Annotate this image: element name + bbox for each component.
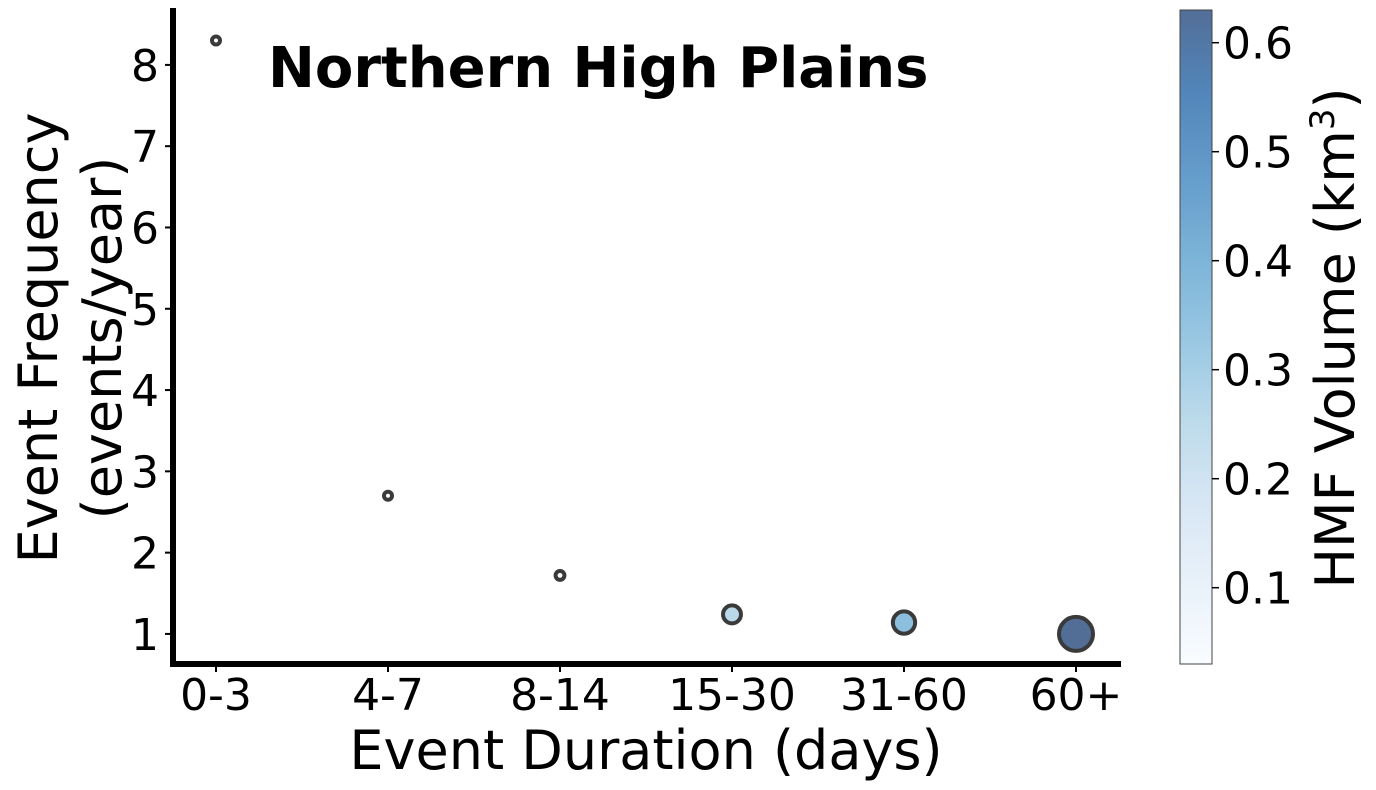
chart-title: Northern High Plains — [268, 36, 929, 101]
data-point — [721, 603, 743, 626]
x-tick-label: 4-7 — [352, 670, 424, 721]
colorbar-tick-label: 0.1 — [1223, 564, 1293, 615]
colorbar: 0.1 0.2 0.3 0.4 0.5 0.6 — [1179, 9, 1293, 665]
y-tick-label: 7 — [131, 122, 159, 173]
x-tick-label: 60+ — [1030, 670, 1123, 721]
x-tick-label: 15-30 — [668, 670, 796, 721]
data-points — [210, 34, 1095, 653]
colorbar-tick-label: 0.4 — [1223, 237, 1293, 288]
y-axis-label-line2: (events/year) — [71, 157, 134, 520]
colorbar-ticks: 0.1 0.2 0.3 0.4 0.5 0.6 — [1212, 19, 1293, 615]
y-tick-label: 8 — [131, 41, 159, 92]
y-tick-label: 2 — [131, 529, 159, 580]
colorbar-gradient — [1179, 9, 1213, 665]
x-tick-label: 31-60 — [840, 670, 968, 721]
colorbar-tick-label: 0.3 — [1223, 346, 1293, 397]
colorbar-tick-label: 0.6 — [1223, 19, 1293, 70]
colorbar-tick-label: 0.2 — [1223, 455, 1293, 506]
y-tick-label: 4 — [131, 366, 159, 417]
y-tick-label: 1 — [131, 610, 159, 661]
x-tick-label: 8-14 — [510, 670, 610, 721]
y-tick-label: 6 — [131, 203, 159, 254]
colorbar-tick-label: 0.5 — [1223, 128, 1293, 179]
x-axis-label: Event Duration (days) — [349, 719, 942, 782]
y-tick-label: 5 — [131, 285, 159, 336]
data-point — [553, 568, 567, 582]
colorbar-label: HMF Volume (km3) — [1303, 87, 1367, 588]
data-point — [382, 489, 394, 502]
data-point — [210, 34, 222, 47]
y-axis-label: Event Frequency (events/year) — [7, 113, 134, 564]
x-tick-label: 0-3 — [180, 670, 252, 721]
y-axis-ticks: 1 2 3 4 5 6 7 8 — [131, 41, 173, 661]
colorbar-label-text: HMF Volume (km3) — [1303, 87, 1367, 588]
x-axis-ticks: 0-3 4-7 8-14 15-30 31-60 60+ — [180, 664, 1122, 721]
y-axis-label-line1: Event Frequency — [7, 113, 70, 564]
y-tick-label: 3 — [131, 447, 159, 498]
data-point — [890, 609, 918, 636]
data-point — [1057, 614, 1095, 653]
